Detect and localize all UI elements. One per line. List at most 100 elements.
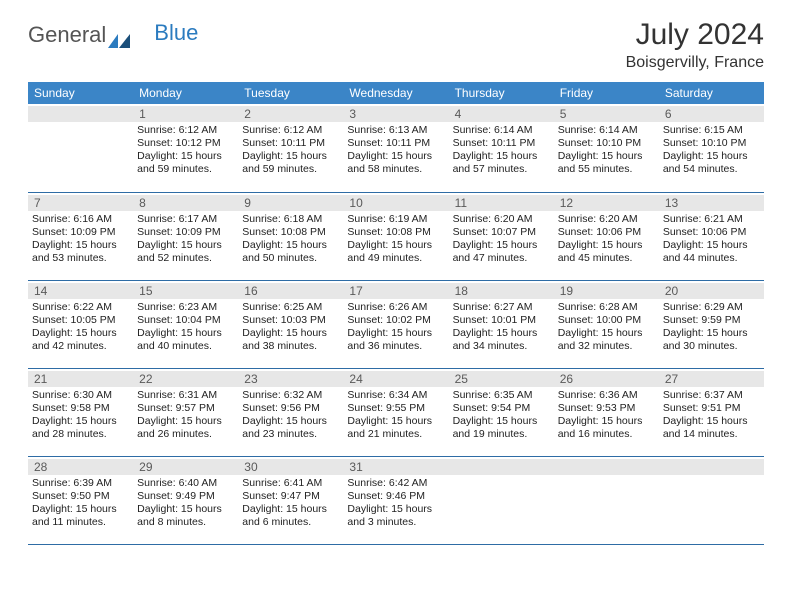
calendar-page: General Blue July 2024 Boisgervilly, Fra… xyxy=(0,0,792,555)
cell-content: Sunrise: 6:27 AMSunset: 10:01 PMDaylight… xyxy=(453,301,550,354)
sunset-text: Sunset: 10:07 PM xyxy=(453,226,550,239)
calendar-cell: 27Sunrise: 6:37 AMSunset: 9:51 PMDayligh… xyxy=(659,368,764,456)
daylight-text: Daylight: 15 hours and 34 minutes. xyxy=(453,327,550,353)
calendar-row: 21 Sunrise: 6:30 AMSunset: 9:58 PMDayligh… xyxy=(28,368,764,456)
sunset-text: Sunset: 10:03 PM xyxy=(242,314,339,327)
daylight-text: Daylight: 15 hours and 52 minutes. xyxy=(137,239,234,265)
daylight-text: Daylight: 15 hours and 36 minutes. xyxy=(347,327,444,353)
day-header: Tuesday xyxy=(238,82,343,104)
sunrise-text: Sunrise: 6:12 AM xyxy=(242,124,339,137)
cell-content: Sunrise: 6:25 AMSunset: 10:03 PMDaylight… xyxy=(242,301,339,354)
sunset-text: Sunset: 10:08 PM xyxy=(242,226,339,239)
day-number xyxy=(28,106,133,122)
sunrise-text: Sunrise: 6:20 AM xyxy=(558,213,655,226)
day-header: Wednesday xyxy=(343,82,448,104)
calendar-row: 1Sunrise: 6:12 AMSunset: 10:12 PMDayligh… xyxy=(28,104,764,192)
calendar-table: Sunday Monday Tuesday Wednesday Thursday… xyxy=(28,82,764,545)
daylight-text: Daylight: 15 hours and 16 minutes. xyxy=(558,415,655,441)
day-number: 21 xyxy=(28,371,133,387)
daylight-text: Daylight: 15 hours and 21 minutes. xyxy=(347,415,444,441)
calendar-row: 28Sunrise: 6:39 AMSunset: 9:50 PMDayligh… xyxy=(28,456,764,544)
daylight-text: Daylight: 15 hours and 28 minutes. xyxy=(32,415,129,441)
day-number: 1 xyxy=(133,106,238,122)
calendar-cell: 4Sunrise: 6:14 AMSunset: 10:11 PMDayligh… xyxy=(449,104,554,192)
daylight-text: Daylight: 15 hours and 45 minutes. xyxy=(558,239,655,265)
sunset-text: Sunset: 10:08 PM xyxy=(347,226,444,239)
daylight-text: Daylight: 15 hours and 44 minutes. xyxy=(663,239,760,265)
sunset-text: Sunset: 10:06 PM xyxy=(558,226,655,239)
cell-content: Sunrise: 6:26 AMSunset: 10:02 PMDaylight… xyxy=(347,301,444,354)
day-number xyxy=(449,459,554,475)
daylight-text: Daylight: 15 hours and 57 minutes. xyxy=(453,150,550,176)
sunset-text: Sunset: 10:02 PM xyxy=(347,314,444,327)
cell-content: Sunrise: 6:29 AMSunset: 9:59 PMDaylight:… xyxy=(663,301,760,354)
sunset-text: Sunset: 10:11 PM xyxy=(347,137,444,150)
sunrise-text: Sunrise: 6:19 AM xyxy=(347,213,444,226)
sunrise-text: Sunrise: 6:41 AM xyxy=(242,477,339,490)
calendar-cell: 10Sunrise: 6:19 AMSunset: 10:08 PMDaylig… xyxy=(343,192,448,280)
day-number: 19 xyxy=(554,283,659,299)
brand-general: General xyxy=(28,22,106,48)
daylight-text: Daylight: 15 hours and 42 minutes. xyxy=(32,327,129,353)
sunrise-text: Sunrise: 6:13 AM xyxy=(347,124,444,137)
daylight-text: Daylight: 15 hours and 19 minutes. xyxy=(453,415,550,441)
cell-content: Sunrise: 6:15 AMSunset: 10:10 PMDaylight… xyxy=(663,124,760,177)
cell-content: Sunrise: 6:31 AMSunset: 9:57 PMDaylight:… xyxy=(137,389,234,442)
calendar-cell: 15Sunrise: 6:23 AMSunset: 10:04 PMDaylig… xyxy=(133,280,238,368)
daylight-text: Daylight: 15 hours and 3 minutes. xyxy=(347,503,444,529)
calendar-cell: 30Sunrise: 6:41 AMSunset: 9:47 PMDayligh… xyxy=(238,456,343,544)
daylight-text: Daylight: 15 hours and 30 minutes. xyxy=(663,327,760,353)
day-number: 2 xyxy=(238,106,343,122)
sunrise-text: Sunrise: 6:40 AM xyxy=(137,477,234,490)
sunset-text: Sunset: 10:11 PM xyxy=(453,137,550,150)
brand-blue: Blue xyxy=(154,20,198,46)
sunrise-text: Sunrise: 6:32 AM xyxy=(242,389,339,402)
sunrise-text: Sunrise: 6:14 AM xyxy=(558,124,655,137)
day-number: 10 xyxy=(343,195,448,211)
sunset-text: Sunset: 10:01 PM xyxy=(453,314,550,327)
calendar-row: 14 Sunrise: 6:22 AMSunset: 10:05 PMDaylig… xyxy=(28,280,764,368)
sunset-text: Sunset: 9:46 PM xyxy=(347,490,444,503)
calendar-cell: 26Sunrise: 6:36 AMSunset: 9:53 PMDayligh… xyxy=(554,368,659,456)
sunset-text: Sunset: 10:04 PM xyxy=(137,314,234,327)
sunrise-text: Sunrise: 6:22 AM xyxy=(32,301,129,314)
calendar-cell: 9Sunrise: 6:18 AMSunset: 10:08 PMDayligh… xyxy=(238,192,343,280)
daylight-text: Daylight: 15 hours and 8 minutes. xyxy=(137,503,234,529)
sunset-text: Sunset: 10:06 PM xyxy=(663,226,760,239)
sunrise-text: Sunrise: 6:12 AM xyxy=(137,124,234,137)
cell-content: Sunrise: 6:22 AMSunset: 10:05 PMDaylight… xyxy=(32,301,129,354)
calendar-cell: 2Sunrise: 6:12 AMSunset: 10:11 PMDayligh… xyxy=(238,104,343,192)
daylight-text: Daylight: 15 hours and 55 minutes. xyxy=(558,150,655,176)
day-number: 14 xyxy=(28,283,133,299)
calendar-cell: 13Sunrise: 6:21 AMSunset: 10:06 PMDaylig… xyxy=(659,192,764,280)
calendar-cell xyxy=(28,104,133,192)
calendar-cell: 11 Sunrise: 6:20 AMSunset: 10:07 PMDaylig… xyxy=(449,192,554,280)
day-number: 9 xyxy=(238,195,343,211)
day-number: 16 xyxy=(238,283,343,299)
sunrise-text: Sunrise: 6:29 AM xyxy=(663,301,760,314)
daylight-text: Daylight: 15 hours and 32 minutes. xyxy=(558,327,655,353)
cell-content: Sunrise: 6:30 AMSunset: 9:58 PMDaylight:… xyxy=(32,389,129,442)
sunrise-text: Sunrise: 6:26 AM xyxy=(347,301,444,314)
calendar-cell xyxy=(554,456,659,544)
daylight-text: Daylight: 15 hours and 54 minutes. xyxy=(663,150,760,176)
cell-content: Sunrise: 6:36 AMSunset: 9:53 PMDaylight:… xyxy=(558,389,655,442)
cell-content: Sunrise: 6:20 AMSunset: 10:07 PMDaylight… xyxy=(453,213,550,266)
sunrise-text: Sunrise: 6:34 AM xyxy=(347,389,444,402)
day-header: Saturday xyxy=(659,82,764,104)
calendar-cell: 14 Sunrise: 6:22 AMSunset: 10:05 PMDaylig… xyxy=(28,280,133,368)
sunset-text: Sunset: 9:51 PM xyxy=(663,402,760,415)
sunset-text: Sunset: 10:09 PM xyxy=(137,226,234,239)
day-header: Friday xyxy=(554,82,659,104)
day-number: 18 xyxy=(449,283,554,299)
sunrise-text: Sunrise: 6:18 AM xyxy=(242,213,339,226)
calendar-cell: 23Sunrise: 6:32 AMSunset: 9:56 PMDayligh… xyxy=(238,368,343,456)
sunrise-text: Sunrise: 6:31 AM xyxy=(137,389,234,402)
daylight-text: Daylight: 15 hours and 59 minutes. xyxy=(242,150,339,176)
sunset-text: Sunset: 10:09 PM xyxy=(32,226,129,239)
calendar-cell: 20Sunrise: 6:29 AMSunset: 9:59 PMDayligh… xyxy=(659,280,764,368)
calendar-cell: 1Sunrise: 6:12 AMSunset: 10:12 PMDayligh… xyxy=(133,104,238,192)
day-header: Thursday xyxy=(449,82,554,104)
calendar-cell: 22Sunrise: 6:31 AMSunset: 9:57 PMDayligh… xyxy=(133,368,238,456)
day-number: 11 xyxy=(449,195,554,211)
